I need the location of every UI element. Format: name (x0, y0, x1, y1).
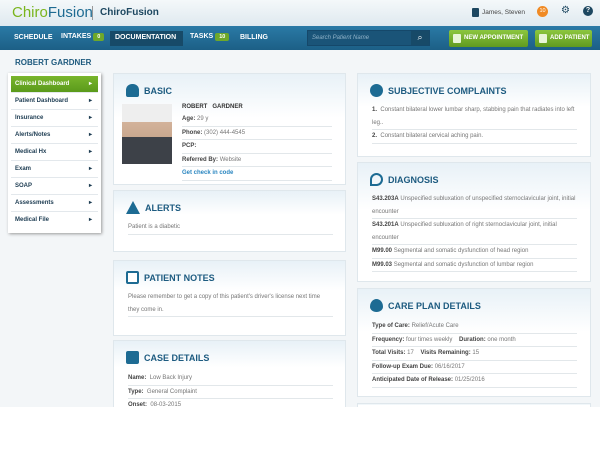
patient-notes-card: PATIENT NOTES Please remember to get a c… (113, 260, 346, 336)
case-name-row: Name: Low Back Injury (128, 372, 333, 386)
type-of-care-row: Type of Care: Relief/Acute Care (372, 320, 577, 334)
stethoscope-icon (370, 173, 383, 186)
gear-icon[interactable]: ⚙ (561, 5, 570, 16)
sidebar: Clinical Dashboard Patient Dashboard Ins… (8, 73, 101, 233)
nav-billing[interactable]: BILLING (240, 34, 268, 41)
subjective-complaints-card: SUBJECTIVE COMPLAINTS 1. Constant bilate… (357, 73, 591, 157)
notification-badge[interactable]: 10 (537, 6, 548, 17)
page-title: ROBERT GARDNER (15, 58, 92, 67)
heart-plus-icon (370, 299, 383, 312)
basic-heading: BASIC (126, 84, 172, 97)
search-input[interactable]: Search Patient Name (307, 30, 430, 46)
frequency-row: Frequency: four times weekly Duration: o… (372, 334, 577, 347)
sidebar-item-patient-dashboard[interactable]: Patient Dashboard (11, 93, 98, 110)
sidebar-item-soap[interactable]: SOAP (11, 178, 98, 195)
warning-icon (126, 201, 140, 214)
referred-row: Referred By: Website (182, 154, 332, 167)
add-patient-button[interactable]: ADD PATIENT (535, 30, 592, 47)
sidebar-item-medical-file[interactable]: Medical File (11, 212, 98, 229)
patient-photo (122, 104, 172, 164)
sidebar-item-alerts-notes[interactable]: Alerts/Notes (11, 127, 98, 144)
diagnosis-item: S43.203A Unspecified subluxation of unsp… (372, 193, 577, 219)
age-row: Age: 29 y (182, 113, 332, 127)
edit-icon (126, 271, 139, 284)
complaints-heading: SUBJECTIVE COMPLAINTS (370, 84, 507, 97)
nav-intakes[interactable]: INTAKES 0 (61, 33, 105, 41)
case-details-card: CASE DETAILS Name: Low Back Injury Type:… (113, 340, 346, 408)
sidebar-item-exam[interactable]: Exam (11, 161, 98, 178)
add-user-icon (539, 34, 547, 43)
notes-text: Please remember to get a copy of this pa… (128, 291, 333, 317)
diagnosis-item: M99.00 Segmental and somatic dysfunction… (372, 245, 577, 259)
calendar-icon (453, 34, 461, 43)
tasks-badge: 10 (215, 33, 230, 41)
notes-heading: PATIENT NOTES (126, 271, 215, 284)
complaint-item: 2. Constant bilateral cervical aching pa… (372, 130, 577, 144)
checkin-code-link[interactable]: Get check in code (182, 167, 332, 181)
alert-text: Patient is a diabetic (128, 221, 333, 235)
case-heading: CASE DETAILS (126, 351, 209, 364)
nav-documentation[interactable]: DOCUMENTATION (115, 34, 177, 41)
divider (92, 6, 93, 20)
diagnosis-card: DIAGNOSIS S43.203A Unspecified subluxati… (357, 162, 591, 282)
alerts-card: ALERTS Patient is a diabetic (113, 190, 346, 252)
nav-tasks[interactable]: TASKS 10 (190, 33, 230, 41)
followup-row: Follow-up Exam Due: 06/16/2017 (372, 361, 577, 374)
search-icon[interactable]: ⌕ (411, 31, 429, 45)
user-name[interactable]: James, Steven (482, 9, 525, 16)
sidebar-item-clinical-dashboard[interactable]: Clinical Dashboard (11, 76, 98, 93)
basic-card: BASIC ROBERT GARDNER Age: 29 y Phone: (3… (113, 73, 346, 185)
next-card (357, 403, 591, 407)
alerts-heading: ALERTS (126, 201, 181, 214)
help-icon[interactable]: ? (583, 6, 593, 16)
nav-schedule[interactable]: SCHEDULE (14, 34, 53, 41)
logout-icon[interactable] (472, 8, 479, 17)
visits-row: Total Visits: 17 Visits Remaining: 15 (372, 347, 577, 361)
case-type-row: Type: General Complaint (128, 386, 333, 399)
diagnosis-item: M99.03 Segmental and somatic dysfunction… (372, 259, 577, 272)
diagnosis-item: S43.201A Unspecified subluxation of righ… (372, 219, 577, 245)
complaint-item: 1. Constant bilateral lower lumbar sharp… (372, 104, 577, 130)
chat-icon (370, 84, 383, 97)
sidebar-item-insurance[interactable]: Insurance (11, 110, 98, 127)
diagnosis-heading: DIAGNOSIS (370, 173, 439, 186)
care-plan-card: CARE PLAN DETAILS Type of Care: Relief/A… (357, 288, 591, 397)
patient-name: ROBERT GARDNER (182, 104, 243, 110)
sidebar-item-assessments[interactable]: Assessments (11, 195, 98, 212)
active-tab-bg (110, 31, 183, 46)
case-onset-row: Onset: 08-03-2015 (128, 402, 182, 408)
pcp-row: PCP: (182, 140, 332, 154)
new-appointment-button[interactable]: NEW APPOINTMENT (449, 30, 528, 47)
sidebar-item-medical-hx[interactable]: Medical Hx (11, 144, 98, 161)
logo[interactable]: ChiroFusion (12, 4, 93, 21)
user-icon (126, 84, 139, 97)
app-name: ChiroFusion (100, 7, 159, 18)
release-row: Anticipated Date of Release: 01/25/2016 (372, 374, 577, 388)
phone-row: Phone: (302) 444-4545 (182, 127, 332, 140)
header (0, 0, 600, 26)
careplan-heading: CARE PLAN DETAILS (370, 299, 481, 312)
medical-kit-icon (126, 351, 139, 364)
intakes-badge: 0 (93, 33, 105, 41)
